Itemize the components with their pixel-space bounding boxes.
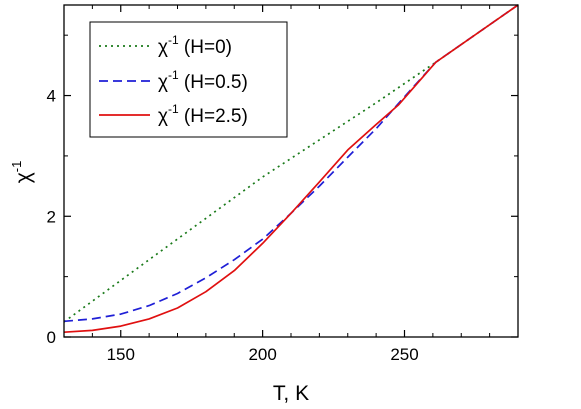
y-tick-label: 4: [47, 87, 56, 106]
series-line-2: [63, 4, 519, 323]
x-tick-label: 200: [248, 345, 276, 364]
legend-label-3: χ-1 (H=2.5): [158, 102, 248, 127]
plot-lines: [63, 4, 519, 334]
x-tick-label: 250: [390, 345, 418, 364]
legend: χ-1 (H=0) χ-1 (H=0.5) χ-1 (H=2.5): [89, 21, 288, 138]
series-line-1: [63, 4, 519, 323]
legend-label-2: χ-1 (H=0.5): [158, 68, 248, 93]
svg-text:χ-1: χ-1: [9, 161, 35, 184]
y-axis-label-base: χ: [12, 172, 35, 183]
y-axis-label: χ-1: [9, 161, 35, 184]
y-axis-label-exponent: -1: [9, 161, 24, 173]
y-tick-label: 2: [47, 207, 56, 226]
y-tick-label: 0: [47, 328, 56, 347]
x-tick-label: 150: [107, 345, 135, 364]
axis-ticks: [63, 5, 519, 338]
tick-labels: 150 200 250 0 2 4: [47, 87, 419, 364]
x-axis-label: T, K: [273, 382, 309, 405]
series-line-3: [63, 4, 519, 334]
legend-box: [89, 21, 288, 138]
legend-label-1: χ-1 (H=0): [158, 33, 232, 58]
